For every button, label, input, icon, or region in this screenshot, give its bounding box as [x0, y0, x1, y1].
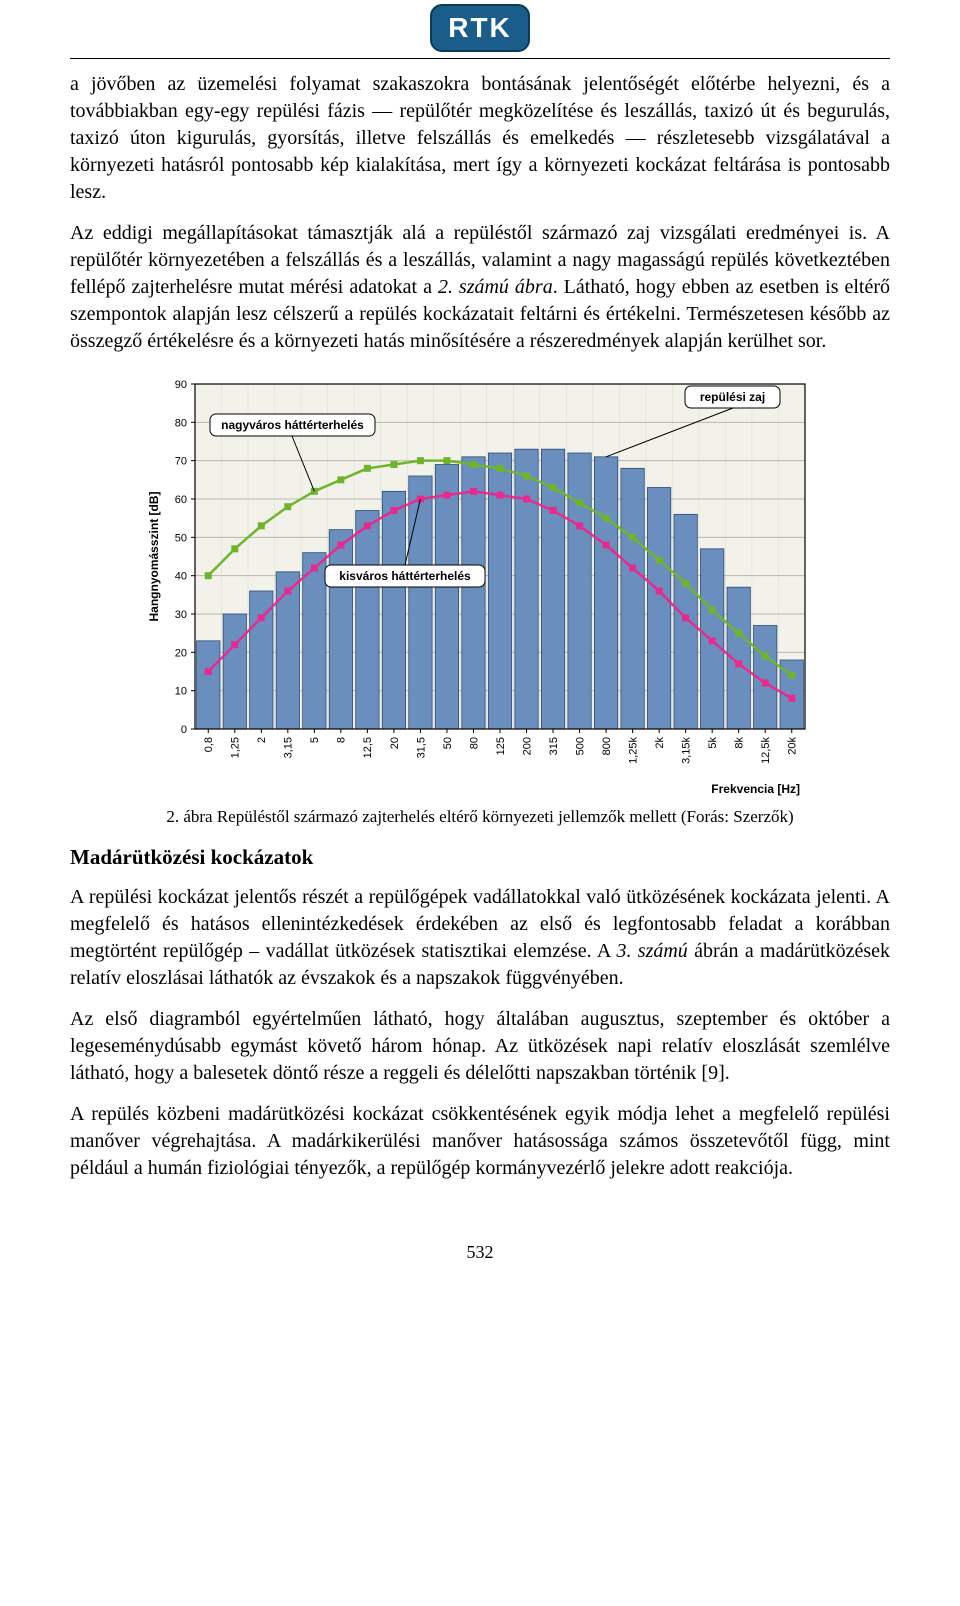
svg-text:50: 50: [442, 737, 454, 749]
svg-text:20: 20: [389, 737, 401, 749]
paragraph-3: A repülési kockázat jelentős részét a re…: [70, 884, 890, 992]
svg-text:60: 60: [175, 494, 187, 506]
svg-text:125: 125: [495, 737, 507, 755]
svg-text:80: 80: [468, 737, 480, 749]
svg-text:90: 90: [175, 379, 187, 391]
p3-em: 3. számú: [616, 940, 687, 962]
logo: RTK: [430, 4, 530, 52]
svg-text:315: 315: [548, 737, 560, 755]
svg-text:31,5: 31,5: [415, 737, 427, 758]
svg-text:0: 0: [181, 724, 187, 736]
paragraph-5: A repülés közbeni madárütközési kockázat…: [70, 1101, 890, 1182]
svg-text:30: 30: [175, 609, 187, 621]
section-heading: Madárütközési kockázatok: [70, 845, 890, 870]
svg-text:0,8: 0,8: [203, 737, 215, 752]
paragraph-1: a jövőben az üzemelési folyamat szakaszo…: [70, 71, 890, 206]
p2-em: 2. számú ábra: [438, 276, 553, 298]
svg-text:kisváros háttérterhelés: kisváros háttérterhelés: [339, 569, 471, 583]
paragraph-4: Az első diagramból egyértelműen látható,…: [70, 1006, 890, 1087]
svg-text:3,15k: 3,15k: [681, 737, 693, 764]
svg-text:1,25k: 1,25k: [627, 737, 639, 764]
svg-text:20k: 20k: [787, 737, 799, 755]
svg-text:1,25: 1,25: [230, 737, 242, 758]
svg-text:500: 500: [574, 737, 586, 755]
svg-text:8: 8: [336, 737, 348, 743]
header-rule: [70, 58, 890, 59]
svg-text:Hangnyomásszint [dB]: Hangnyomásszint [dB]: [147, 491, 161, 621]
svg-text:repülési zaj: repülési zaj: [700, 390, 765, 404]
svg-text:nagyváros háttérterhelés: nagyváros háttérterhelés: [221, 418, 364, 432]
svg-text:50: 50: [175, 532, 187, 544]
svg-text:12,5k: 12,5k: [760, 737, 772, 764]
noise-chart: 0 10 20 30 40 50 60 70 80 90 0,8 1,25 2 3,15 5 8 12,5 20 3…: [140, 369, 820, 799]
svg-text:3,15: 3,15: [283, 737, 295, 758]
svg-text:80: 80: [175, 417, 187, 429]
svg-text:Frekvencia [Hz]: Frekvencia [Hz]: [711, 782, 800, 796]
svg-text:20: 20: [175, 647, 187, 659]
svg-text:5: 5: [309, 737, 321, 743]
svg-text:800: 800: [601, 737, 613, 755]
page-number: 532: [70, 1242, 890, 1263]
svg-text:2k: 2k: [654, 737, 666, 749]
header-logo-wrap: RTK: [70, 0, 890, 52]
svg-text:40: 40: [175, 571, 187, 583]
svg-text:200: 200: [521, 737, 533, 755]
chart-container: 0 10 20 30 40 50 60 70 80 90 0,8 1,25 2 3,15 5 8 12,5 20 3…: [140, 369, 820, 799]
svg-text:12,5: 12,5: [362, 737, 374, 758]
svg-text:2: 2: [256, 737, 268, 743]
svg-text:10: 10: [175, 686, 187, 698]
figure-caption: 2. ábra Repüléstől származó zajterhelés …: [70, 807, 890, 827]
svg-text:70: 70: [175, 456, 187, 468]
svg-text:5k: 5k: [707, 737, 719, 749]
paragraph-2: Az eddigi megállapításokat támasztják al…: [70, 220, 890, 355]
svg-text:8k: 8k: [734, 737, 746, 749]
